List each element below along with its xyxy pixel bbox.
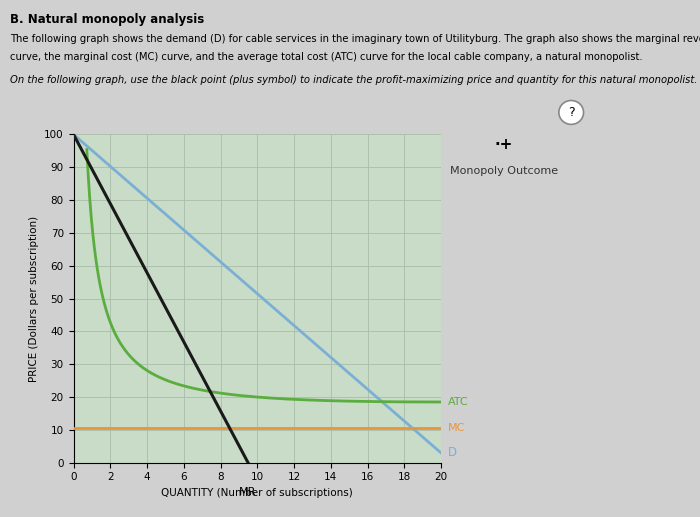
Text: ?: ? <box>568 106 575 119</box>
Text: D: D <box>448 446 458 460</box>
Y-axis label: PRICE (Dollars per subscription): PRICE (Dollars per subscription) <box>29 216 38 382</box>
Text: MC: MC <box>448 423 466 433</box>
Text: The following graph shows the demand (D) for cable services in the imaginary tow: The following graph shows the demand (D)… <box>10 34 700 43</box>
Text: On the following graph, use the black point (plus symbol) to indicate the profit: On the following graph, use the black po… <box>10 75 698 85</box>
Text: ·+: ·+ <box>495 137 513 153</box>
Text: B. Natural monopoly analysis: B. Natural monopoly analysis <box>10 13 204 26</box>
Circle shape <box>559 100 584 125</box>
Text: ATC: ATC <box>448 397 469 407</box>
Text: curve, the marginal cost (MC) curve, and the average total cost (ATC) curve for : curve, the marginal cost (MC) curve, and… <box>10 52 643 62</box>
Text: Monopoly Outcome: Monopoly Outcome <box>450 165 558 176</box>
Text: MR: MR <box>239 488 257 497</box>
X-axis label: QUANTITY (Number of subscriptions): QUANTITY (Number of subscriptions) <box>162 488 353 498</box>
